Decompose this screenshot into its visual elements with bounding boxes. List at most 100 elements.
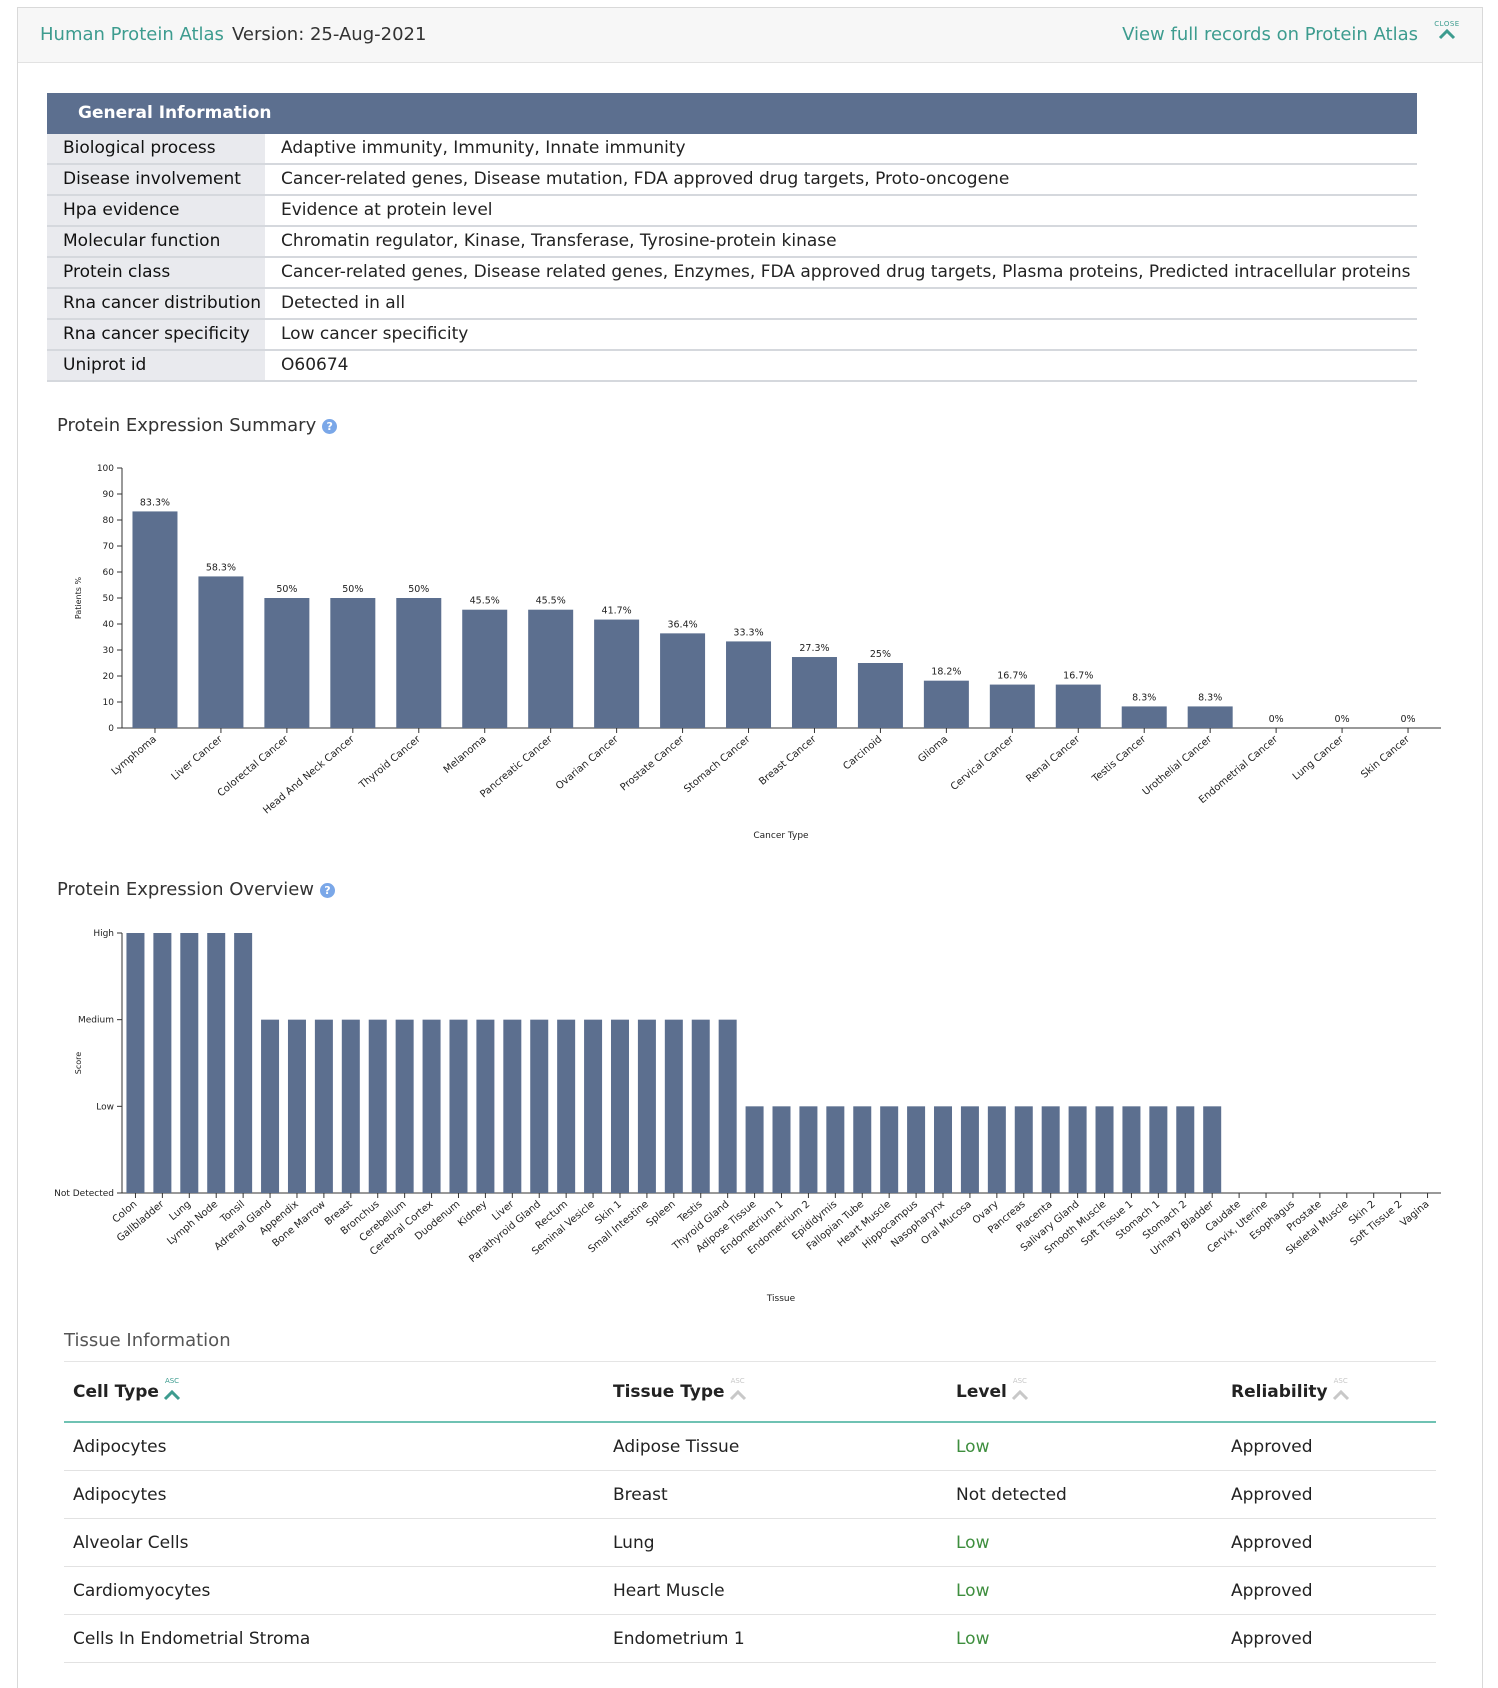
data-label: 36.4% — [667, 619, 697, 630]
bar[interactable] — [1041, 1106, 1060, 1193]
bar[interactable] — [1014, 1106, 1033, 1193]
bar[interactable] — [449, 1019, 468, 1193]
bar[interactable] — [691, 1019, 710, 1193]
data-label: 33.3% — [733, 627, 763, 638]
bar[interactable] — [1203, 1106, 1222, 1193]
bar[interactable] — [772, 1106, 791, 1193]
bar[interactable] — [799, 1106, 818, 1193]
cell-tissue-type: Lung — [613, 1532, 655, 1553]
close-button[interactable]: CLOSE — [1434, 20, 1460, 50]
x-tick-label: Lymphoma — [110, 734, 159, 778]
table-row[interactable]: Cardiomyocytes Heart Muscle Low Approved — [64, 1567, 1436, 1615]
bar[interactable] — [1122, 1106, 1141, 1193]
bar[interactable] — [880, 1106, 899, 1193]
close-label: CLOSE — [1434, 20, 1460, 28]
bar[interactable] — [907, 1106, 926, 1193]
bar[interactable] — [853, 1106, 872, 1193]
help-icon[interactable]: ? — [320, 883, 335, 898]
bar[interactable] — [341, 1019, 360, 1193]
bar[interactable] — [923, 680, 969, 728]
data-label: 16.7% — [997, 671, 1027, 682]
bar[interactable] — [664, 1019, 683, 1193]
bar[interactable] — [264, 598, 310, 728]
bar[interactable] — [126, 933, 145, 1193]
bar[interactable] — [989, 684, 1035, 728]
table-row[interactable]: Adipocytes Breast Not detected Approved — [64, 1471, 1436, 1519]
bar[interactable] — [610, 1019, 629, 1193]
column-header-level[interactable]: Level ASC — [956, 1377, 1231, 1403]
column-header-label: Reliability — [1231, 1381, 1328, 1402]
bar[interactable] — [180, 933, 199, 1193]
bar[interactable] — [960, 1106, 979, 1193]
cell-reliability: Approved — [1231, 1580, 1313, 1601]
bar[interactable] — [476, 1019, 495, 1193]
bar[interactable] — [584, 1019, 603, 1193]
x-tick-label: Urothelial Cancer — [1141, 733, 1215, 798]
x-tick-label: Stomach Cancer — [682, 733, 753, 795]
bar[interactable] — [987, 1106, 1006, 1193]
cell-level: Low — [956, 1628, 990, 1649]
bar[interactable] — [132, 511, 178, 728]
bar[interactable] — [594, 619, 640, 728]
sort-asc-icon[interactable]: ASC — [1011, 1377, 1029, 1403]
bar[interactable] — [462, 609, 508, 728]
bar[interactable] — [791, 657, 837, 728]
table-row[interactable]: Cells In Endometrial Stroma Endometrium 1… — [64, 1615, 1436, 1663]
cell-reliability: Approved — [1231, 1628, 1313, 1649]
cell-tissue-type: Adipose Tissue — [613, 1436, 740, 1457]
bar[interactable] — [287, 1019, 306, 1193]
bar[interactable] — [396, 598, 442, 728]
y-tick-label: 30 — [103, 646, 115, 656]
x-tick-label: Breast Cancer — [757, 733, 819, 787]
x-tick-label: Cervical Cancer — [949, 733, 1017, 793]
info-value: Chromatin regulator, Kinase, Transferase… — [281, 231, 837, 251]
bar[interactable] — [503, 1019, 522, 1193]
bar[interactable] — [637, 1019, 656, 1193]
bar[interactable] — [314, 1019, 333, 1193]
bar[interactable] — [745, 1106, 764, 1193]
table-row[interactable]: Alveolar Cells Lung Low Approved — [64, 1519, 1436, 1567]
bar[interactable] — [857, 663, 903, 728]
bar[interactable] — [530, 1019, 549, 1193]
bar[interactable] — [1176, 1106, 1195, 1193]
sort-asc-icon[interactable]: ASC — [729, 1377, 747, 1403]
tissue-information-table: Cell Type ASC Tissue Type ASC Level ASC Reliab… — [64, 1361, 1436, 1663]
bar[interactable] — [557, 1019, 576, 1193]
bar[interactable] — [234, 933, 253, 1193]
cell-tissue-type: Breast — [613, 1484, 668, 1505]
bar[interactable] — [718, 1019, 737, 1193]
bar[interactable] — [826, 1106, 845, 1193]
bar[interactable] — [207, 933, 226, 1193]
bar[interactable] — [153, 933, 172, 1193]
bar[interactable] — [660, 633, 706, 728]
info-key: Molecular function — [47, 227, 265, 256]
column-header-cell-type[interactable]: Cell Type ASC — [64, 1377, 613, 1403]
bar[interactable] — [1121, 706, 1167, 728]
bar[interactable] — [368, 1019, 387, 1193]
bar[interactable] — [726, 641, 772, 728]
bar[interactable] — [1055, 684, 1101, 728]
table-row[interactable]: Adipocytes Adipose Tissue Low Approved — [64, 1423, 1436, 1471]
column-header-tissue-type[interactable]: Tissue Type ASC — [613, 1377, 956, 1403]
y-tick-label: 60 — [103, 568, 115, 578]
bar[interactable] — [422, 1019, 441, 1193]
bar[interactable] — [1095, 1106, 1114, 1193]
column-header-reliability[interactable]: Reliability ASC — [1231, 1377, 1436, 1403]
sort-asc-icon[interactable]: ASC — [1332, 1377, 1350, 1403]
bar[interactable] — [934, 1106, 953, 1193]
bar[interactable] — [261, 1019, 280, 1193]
view-full-records-link[interactable]: View full records on Protein Atlas — [1122, 24, 1418, 45]
cell-tissue-type: Endometrium 1 — [613, 1628, 745, 1649]
bar[interactable] — [1068, 1106, 1087, 1193]
protein-expression-summary-chart: 0 10 20 30 40 50 60 70 80 90 100 Patients % 83.3% Lym… — [74, 464, 1441, 841]
bar[interactable] — [395, 1019, 414, 1193]
bar[interactable] — [198, 576, 244, 728]
help-icon[interactable]: ? — [322, 419, 338, 434]
bar[interactable] — [330, 598, 376, 728]
sort-asc-icon[interactable]: ASC — [163, 1377, 181, 1403]
bar[interactable] — [1187, 706, 1233, 728]
bar[interactable] — [1149, 1106, 1168, 1193]
bar[interactable] — [528, 609, 574, 728]
cell-level: Not detected — [956, 1484, 1067, 1505]
source-link[interactable]: Human Protein Atlas — [40, 24, 224, 45]
